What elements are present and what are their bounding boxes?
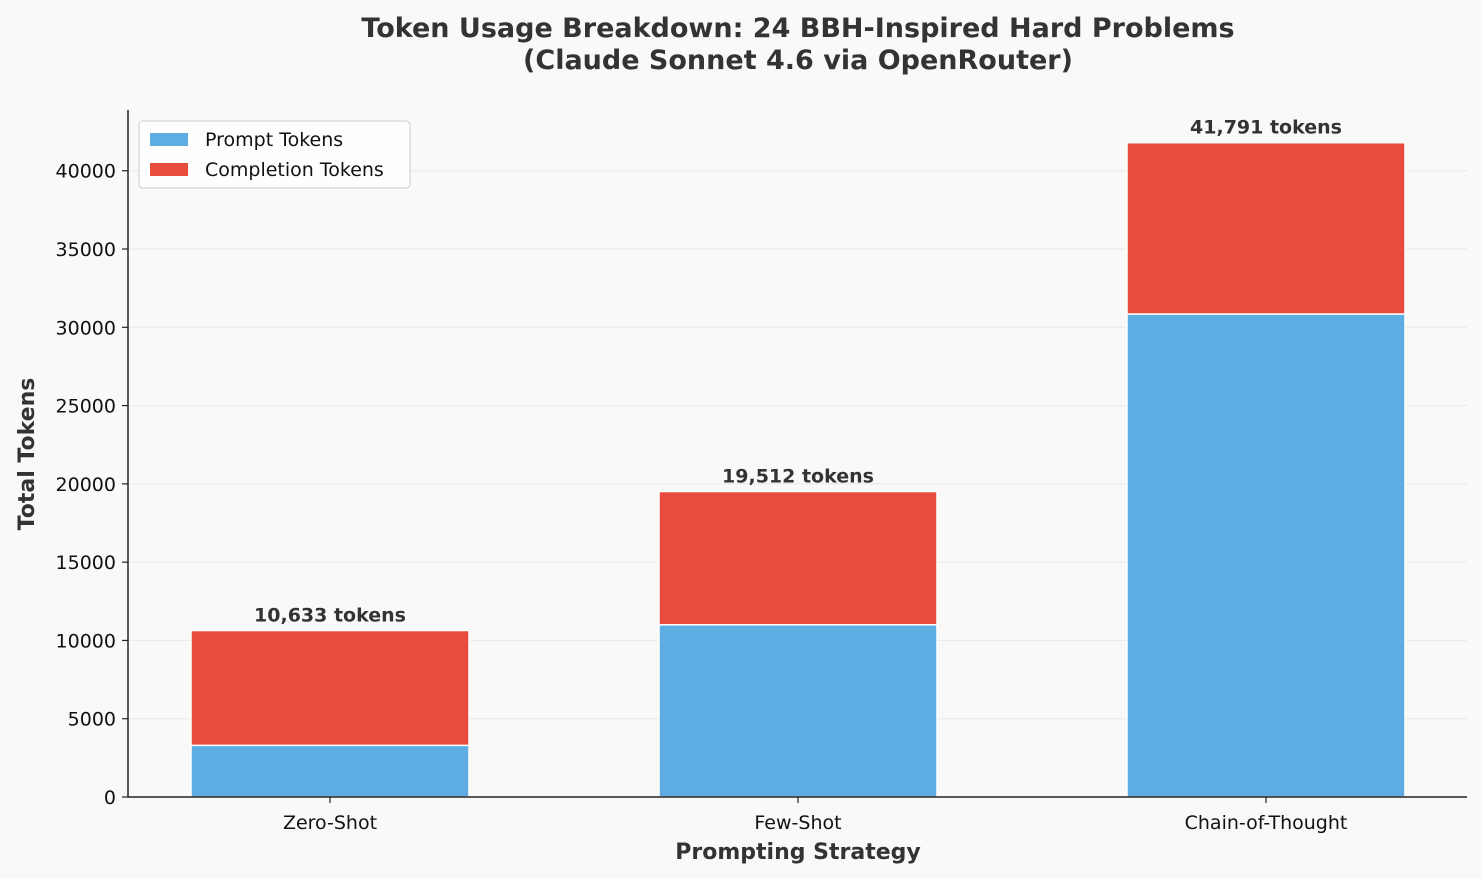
bar-prompt-few-shot bbox=[658, 624, 938, 798]
legend-swatch bbox=[150, 163, 188, 176]
total-label: 10,633 tokens bbox=[254, 605, 406, 627]
x-axis-label: Prompting Strategy bbox=[675, 840, 920, 865]
x-tick-label: Zero-Shot bbox=[283, 812, 377, 834]
legend-swatch bbox=[150, 133, 188, 146]
total-label: 19,512 tokens bbox=[722, 466, 874, 488]
legend-box bbox=[138, 120, 411, 189]
y-tick-label: 10000 bbox=[56, 630, 116, 652]
chart-subtitle: (Claude Sonnet 4.6 via OpenRouter) bbox=[523, 45, 1073, 76]
total-label: 41,791 tokens bbox=[1190, 117, 1342, 139]
x-axis-ticks: Zero-Shot Few-Shot Chain-of-Thought bbox=[283, 797, 1347, 834]
y-tick-label: 20000 bbox=[56, 474, 116, 496]
bar-completion-chain-of-thought bbox=[1126, 141, 1406, 315]
bar-prompt-chain-of-thought bbox=[1126, 313, 1406, 798]
x-tick-label: Chain-of-Thought bbox=[1185, 812, 1348, 834]
y-tick-label: 40000 bbox=[56, 161, 116, 183]
legend: Prompt Tokens Completion Tokens bbox=[138, 120, 411, 189]
bar-completion-zero-shot bbox=[190, 629, 470, 747]
bar-completion-few-shot bbox=[658, 490, 938, 626]
y-tick-label: 0 bbox=[104, 787, 116, 809]
y-axis-ticks: 0 5000 10000 15000 20000 25000 30000 35000 40000 bbox=[56, 161, 128, 809]
y-tick-label: 15000 bbox=[56, 552, 116, 574]
y-tick-label: 25000 bbox=[56, 396, 116, 418]
x-tick-label: Few-Shot bbox=[754, 812, 841, 834]
y-tick-label: 30000 bbox=[56, 317, 116, 339]
y-tick-label: 35000 bbox=[56, 239, 116, 261]
chart-title: Token Usage Breakdown: 24 BBH-Inspired H… bbox=[361, 13, 1234, 44]
y-axis-label: Total Tokens bbox=[15, 378, 40, 531]
legend-label: Completion Tokens bbox=[205, 159, 384, 181]
bars bbox=[190, 141, 1406, 798]
legend-label: Prompt Tokens bbox=[205, 129, 343, 151]
total-labels: 10,633 tokens 19,512 tokens 41,791 tokens bbox=[254, 117, 1342, 627]
bar-prompt-zero-shot bbox=[190, 744, 470, 798]
y-tick-label: 5000 bbox=[68, 709, 116, 731]
